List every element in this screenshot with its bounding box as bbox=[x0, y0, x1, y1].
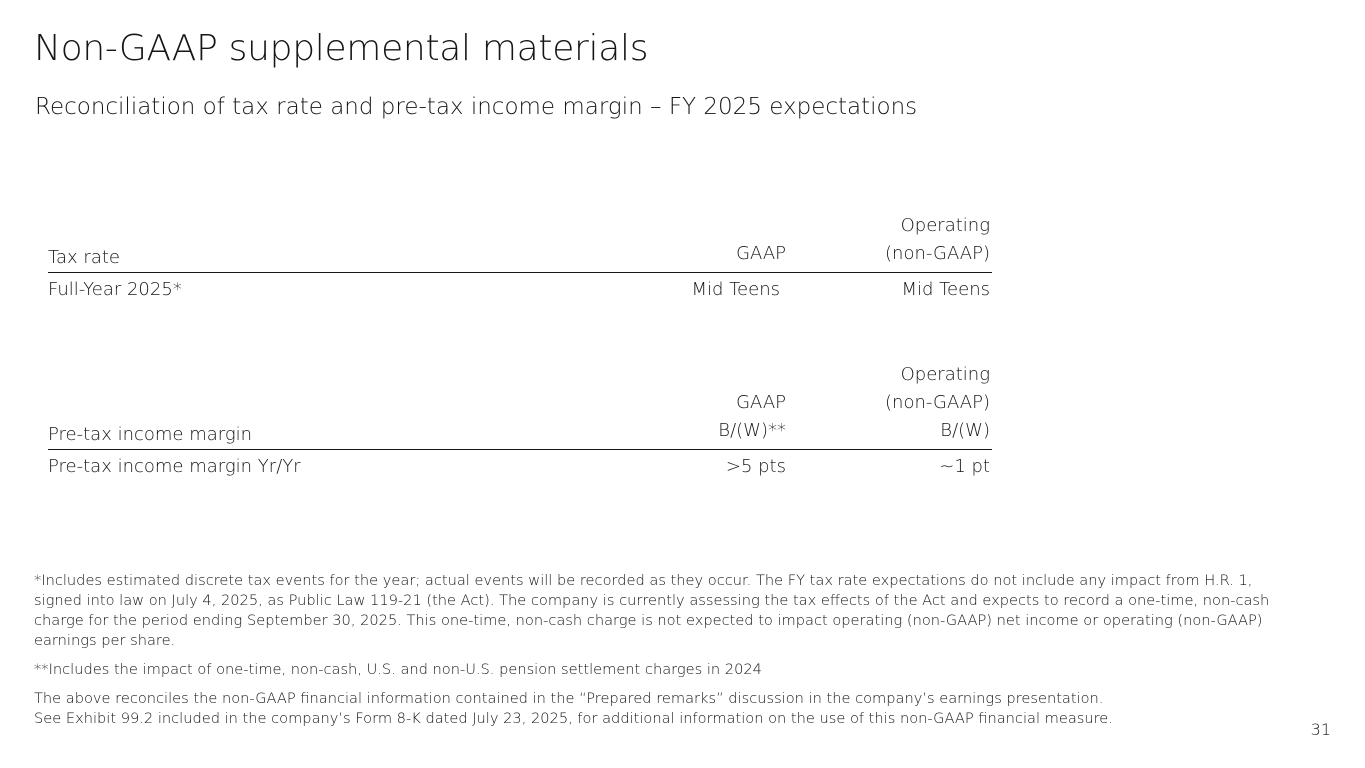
table-row: Full-Year 2025* Mid Teens Mid Teens bbox=[48, 273, 992, 309]
row-label: Pre-tax income margin Yr/Yr bbox=[48, 456, 301, 477]
footnote-pension: **Includes the impact of one-time, non-c… bbox=[34, 661, 762, 678]
footnote-reconciliation: The above reconciles the non-GAAP financ… bbox=[34, 689, 1284, 729]
operating-column-header-line: (non-GAAP) bbox=[885, 392, 990, 413]
operating-value: ~1 pt bbox=[939, 456, 990, 477]
page-number: 31 bbox=[1310, 720, 1331, 739]
operating-column-header: Operating (non-GAAP) bbox=[885, 212, 990, 268]
gaap-value: Mid Teens bbox=[691, 279, 780, 300]
gaap-column-header: GAAP bbox=[736, 240, 786, 268]
operating-column-header-line: (non-GAAP) bbox=[885, 243, 990, 264]
pretax-margin-table-header: Pre-tax income margin GAAP B/(W)** Opera… bbox=[48, 362, 992, 450]
operating-column-header-line: Operating bbox=[900, 364, 990, 385]
footnote-tax-events: *Includes estimated discrete tax events … bbox=[34, 572, 1270, 649]
footnote-reconciliation-line: The above reconciles the non-GAAP financ… bbox=[34, 690, 1104, 707]
pretax-margin-table: Pre-tax income margin GAAP B/(W)** Opera… bbox=[48, 362, 992, 486]
footnotes: *Includes estimated discrete tax events … bbox=[34, 571, 1284, 729]
gaap-column-header-line: B/(W)** bbox=[718, 420, 786, 441]
row-label: Full-Year 2025* bbox=[48, 279, 182, 300]
tax-rate-table-header: Tax rate GAAP Operating (non-GAAP) bbox=[48, 214, 992, 273]
page-title: Non-GAAP supplemental materials bbox=[34, 28, 649, 69]
tax-rate-table: Tax rate GAAP Operating (non-GAAP) Full-… bbox=[48, 214, 992, 309]
operating-column-header: Operating (non-GAAP) B/(W) bbox=[885, 361, 990, 445]
tax-rate-header-label: Tax rate bbox=[48, 247, 120, 268]
operating-column-header-line: Operating bbox=[900, 215, 990, 236]
footnote-reconciliation-line: See Exhibit 99.2 included in the company… bbox=[34, 710, 1113, 727]
gaap-column-header: GAAP B/(W)** bbox=[718, 389, 786, 445]
gaap-column-header-line: GAAP bbox=[736, 392, 786, 413]
table-row: Pre-tax income margin Yr/Yr >5 pts ~1 pt bbox=[48, 450, 992, 486]
pretax-margin-header-label: Pre-tax income margin bbox=[48, 424, 253, 445]
operating-value: Mid Teens bbox=[901, 279, 990, 300]
gaap-column-header-line: GAAP bbox=[736, 243, 786, 264]
page-subtitle: Reconciliation of tax rate and pre-tax i… bbox=[35, 94, 918, 120]
operating-column-header-line: B/(W) bbox=[940, 420, 990, 441]
gaap-value: >5 pts bbox=[725, 456, 786, 477]
